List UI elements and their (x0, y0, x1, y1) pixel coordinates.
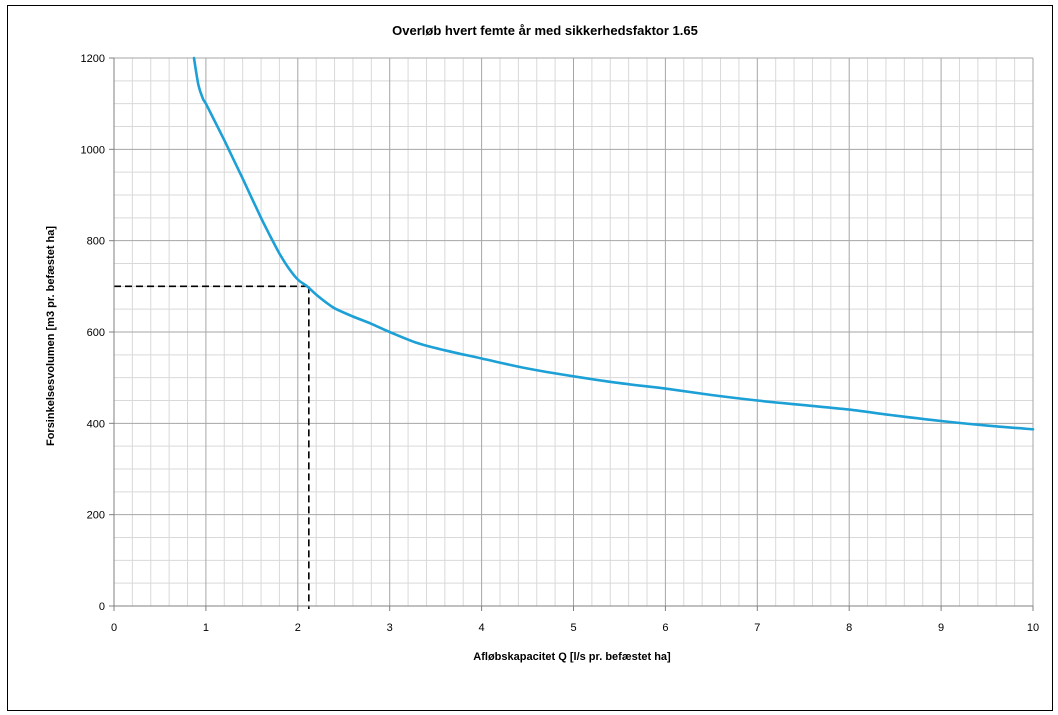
x-tick-label: 1 (203, 622, 209, 634)
y-tick-label: 400 (87, 418, 105, 430)
chart-title: Overløb hvert femte år med sikkerhedsfak… (392, 23, 698, 38)
y-tick-labels: 0 200 400 600 800 1000 1200 (81, 53, 114, 613)
major-gridlines (113, 57, 1034, 607)
reference-lines (114, 285, 310, 609)
x-tick-label: 7 (754, 622, 760, 634)
x-tick-label: 10 (1027, 622, 1039, 634)
line-chart: 0 1 2 3 4 5 6 7 8 9 10 0 200 400 600 800 1000 1200 Overl… (45, 23, 1039, 663)
x-tick-label: 2 (295, 622, 301, 634)
y-tick-label: 200 (87, 510, 105, 522)
y-axis-label: Forsinkelsesvolumen [m3 pr. befæstet ha] (45, 226, 57, 446)
x-tick-label: 4 (479, 622, 485, 634)
y-tick-label: 800 (87, 236, 105, 248)
y-tick-label: 0 (99, 601, 105, 613)
y-tick-label: 1000 (81, 144, 105, 156)
x-axis-label: Afløbskapacitet Q [l/s pr. befæstet ha] (473, 651, 671, 663)
x-tick-label: 8 (846, 622, 852, 634)
x-tick-labels: 0 1 2 3 4 5 6 7 8 9 10 (111, 606, 1039, 634)
x-tick-label: 0 (111, 622, 117, 634)
x-tick-label: 5 (570, 622, 576, 634)
x-tick-label: 9 (938, 622, 944, 634)
x-tick-label: 3 (387, 622, 393, 634)
series-lines (192, 56, 1035, 431)
y-tick-label: 1200 (81, 53, 105, 65)
chart-frame: 0 1 2 3 4 5 6 7 8 9 10 0 200 400 600 800 1000 1200 Overl… (7, 5, 1053, 711)
x-tick-label: 6 (662, 622, 668, 634)
y-tick-label: 600 (87, 327, 105, 339)
series-line (192, 56, 1035, 431)
